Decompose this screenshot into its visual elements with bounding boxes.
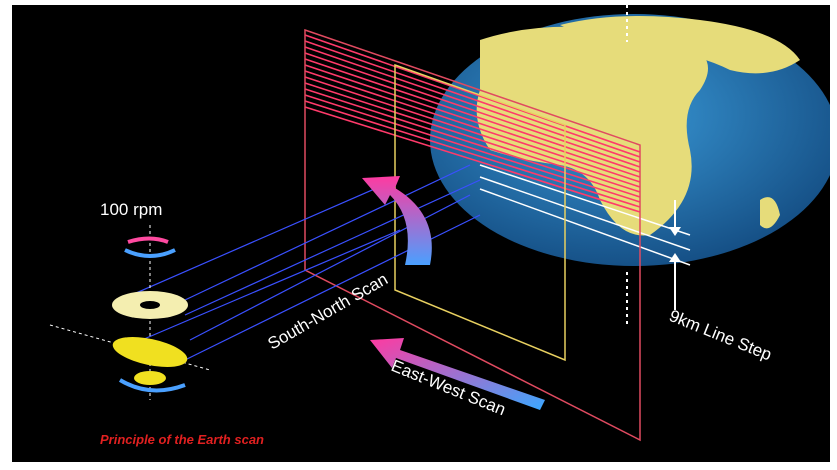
madagascar bbox=[760, 197, 780, 229]
outer-frame bbox=[304, 28, 641, 442]
south-north-arrow bbox=[362, 176, 432, 265]
small-disk bbox=[134, 371, 166, 385]
rotation-arrow bbox=[127, 236, 169, 244]
scan-lines bbox=[304, 34, 641, 213]
disk-hole bbox=[140, 301, 160, 309]
title: Principle of the Earth scan bbox=[100, 432, 264, 447]
step-arrow-head bbox=[669, 227, 681, 236]
east-west-arrow bbox=[370, 338, 545, 410]
eurasia bbox=[560, 16, 800, 74]
line-step-lines bbox=[479, 164, 691, 266]
rotation-arrow bbox=[124, 248, 176, 258]
rotation-arrow-lower bbox=[118, 378, 186, 393]
step-arrow-head bbox=[669, 253, 681, 262]
inner-frame bbox=[394, 63, 566, 362]
africa bbox=[476, 26, 708, 236]
mirror bbox=[112, 337, 188, 367]
rotation-label: 100 rpm bbox=[100, 200, 162, 219]
beams bbox=[119, 164, 481, 361]
